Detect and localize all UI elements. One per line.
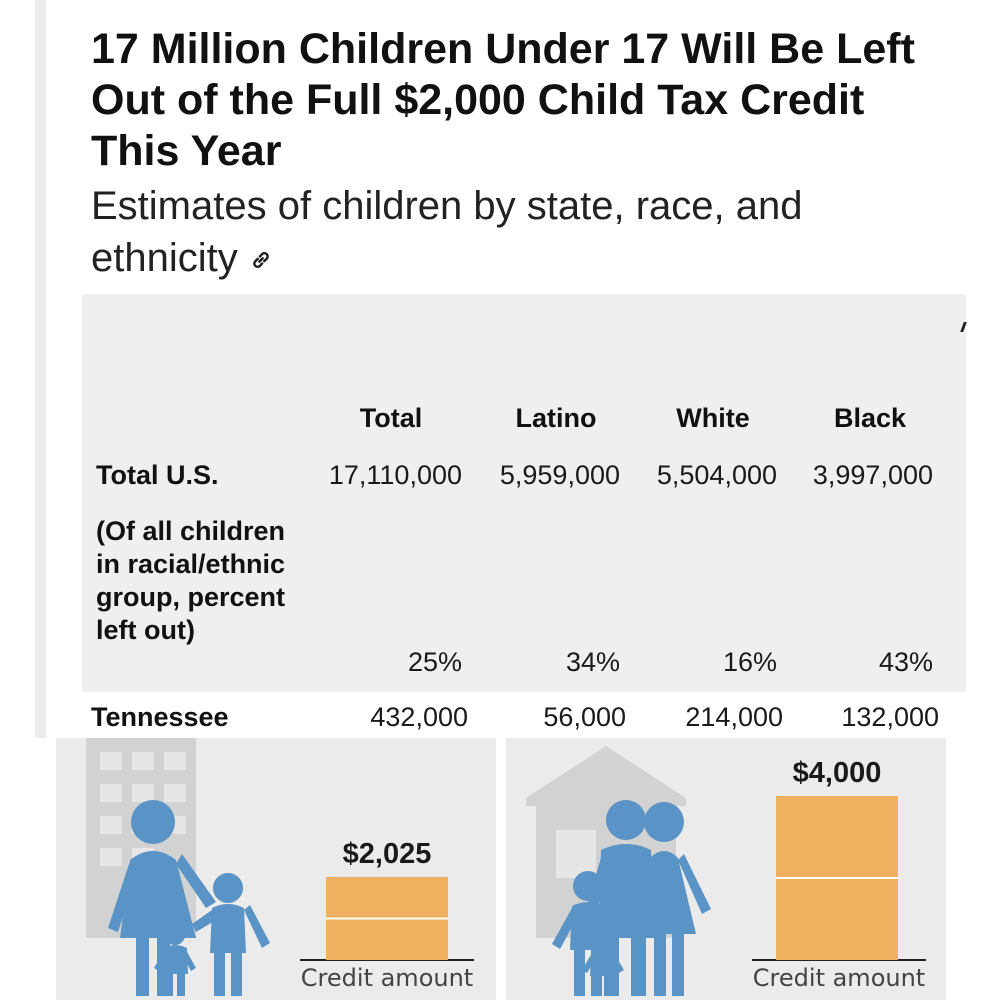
table-cell: 17,110,000 <box>328 460 462 490</box>
page-title: 17 Million Children Under 17 Will Be Lef… <box>91 25 915 175</box>
left-rule <box>35 0 46 738</box>
row-label-percent-left-out: (Of all children in racial/ethnic group,… <box>96 516 286 645</box>
row-label-total-us: Total U.S. <box>96 460 219 490</box>
subtitle-text: Estimates of children by state, race, an… <box>91 184 803 280</box>
credit-bar-chart-2 <box>526 746 926 996</box>
bar-value-label: $4,000 <box>792 757 882 789</box>
page-subtitle: Estimates of children by state, race, an… <box>91 180 951 284</box>
row-label-tennessee: Tennessee <box>91 702 229 732</box>
column-header-white: White <box>676 403 750 433</box>
table-cell: 25% <box>407 647 462 677</box>
x-axis-label: Credit amount <box>300 964 474 992</box>
table-cell: 56,000 <box>543 702 626 732</box>
table-cell: 34% <box>565 647 620 677</box>
family-icon <box>552 800 711 996</box>
table-cell: 5,959,000 <box>499 460 620 490</box>
column-header-black: Black <box>833 403 907 433</box>
table-cell: 214,000 <box>685 702 783 732</box>
data-table-panel <box>82 294 966 692</box>
column-header-latino: Latino <box>515 403 597 433</box>
column-header-total: Total <box>359 403 423 433</box>
table-cell: 5,504,000 <box>656 460 777 490</box>
link-icon[interactable] <box>248 247 274 273</box>
x-axis-label: Credit amount <box>752 964 926 992</box>
credit-illustration-two-parents: $4,000 Credit amount <box>506 738 946 1000</box>
credit-bar-chart-1 <box>86 738 474 996</box>
table-cell: 16% <box>722 647 777 677</box>
table-cell: 43% <box>878 647 933 677</box>
table-cell: 432,000 <box>370 702 468 732</box>
bar-value-label: $2,025 <box>342 837 432 870</box>
table-cell: 3,997,000 <box>812 460 933 490</box>
table-cell: 132,000 <box>841 702 939 732</box>
family-icon <box>108 800 270 996</box>
credit-illustration-single-parent: $2,025 Credit amount <box>56 738 496 1000</box>
